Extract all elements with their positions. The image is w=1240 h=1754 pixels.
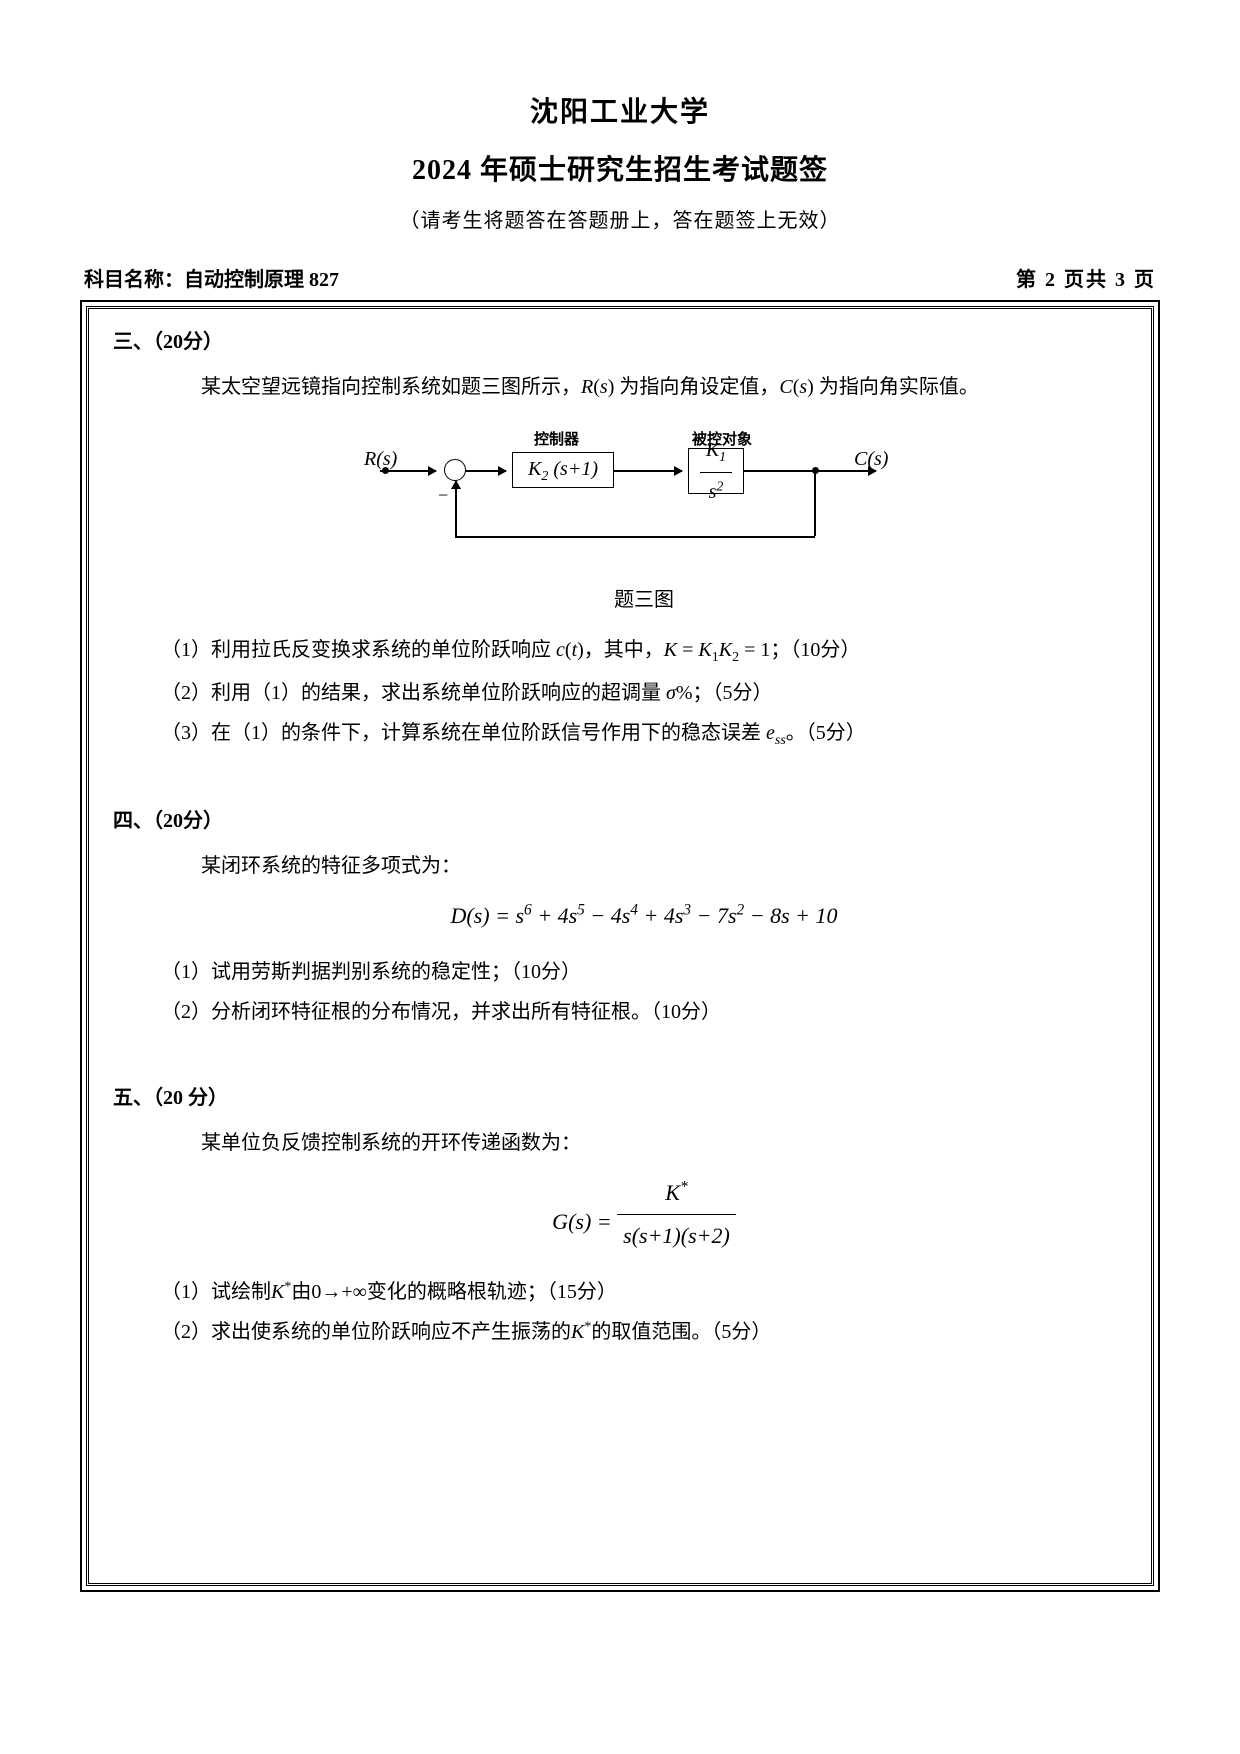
feedback-line-up	[455, 481, 457, 536]
feedback-line-down	[814, 470, 816, 536]
arrow-sum-to-b1	[466, 470, 506, 472]
q3-item-1: （1）利用拉氏反变换求系统的单位阶跃响应 c(t)，其中，K = K1K2 = …	[161, 631, 1127, 672]
q5-body: 某单位负反馈控制系统的开环传递函数为： G(s) = K* s(s+1)(s+2…	[113, 1124, 1127, 1351]
q3-item-3: （3）在（1）的条件下，计算系统在单位阶跃信号作用下的稳态误差 ess。（5分）	[161, 714, 1127, 755]
q4-equation: D(s) = s6 + 4s5 − 4s4 + 4s3 − 7s2 − 8s +…	[161, 895, 1127, 937]
exam-notice: （请考生将题答在答题册上，答在题签上无效）	[80, 204, 1160, 233]
university-name: 沈阳工业大学	[80, 90, 1160, 130]
subject-label: 科目名称：自动控制原理 827	[84, 263, 339, 292]
line-b2-out	[744, 470, 814, 472]
page-number: 第 2 页共 3 页	[1016, 263, 1156, 292]
controller-block: K2 (s+1)	[512, 452, 614, 488]
feedback-line-h	[455, 536, 815, 538]
question-3: 三、（20分） 某太空望远镜指向控制系统如题三图所示，R(s) 为指向角设定值，…	[113, 325, 1127, 754]
q4-body: 某闭环系统的特征多项式为： D(s) = s6 + 4s5 − 4s4 + 4s…	[113, 847, 1127, 1031]
block-diagram: R(s) − 控制器 K2 (s+1)	[364, 424, 924, 554]
q3-figure-caption: 题三图	[161, 581, 1127, 619]
q4-item-2: （2）分析闭环特征根的分布情况，并求出所有特征根。（10分）	[161, 993, 1127, 1031]
q3-intro: 某太空望远镜指向控制系统如题三图所示，R(s) 为指向角设定值，C(s) 为指向…	[161, 368, 1127, 406]
q3-item-2: （2）利用（1）的结果，求出系统单位阶跃响应的超调量 σ%；（5分）	[161, 674, 1127, 712]
q3-title: 三、（20分）	[113, 325, 1127, 354]
label-C: C(s)	[854, 440, 888, 478]
question-4: 四、（20分） 某闭环系统的特征多项式为： D(s) = s6 + 4s5 − …	[113, 804, 1127, 1031]
info-row: 科目名称：自动控制原理 827 第 2 页共 3 页	[80, 263, 1160, 292]
label-R: R(s)	[364, 440, 397, 478]
q5-item-1: （1）试绘制K*由0→+∞变化的概略根轨迹；（15分）	[161, 1273, 1127, 1311]
arrow-b1-to-b2	[614, 470, 682, 472]
q3-body: 某太空望远镜指向控制系统如题三图所示，R(s) 为指向角设定值，C(s) 为指向…	[113, 368, 1127, 754]
question-5: 五、（20 分） 某单位负反馈控制系统的开环传递函数为： G(s) = K* s…	[113, 1081, 1127, 1351]
q4-title: 四、（20分）	[113, 804, 1127, 833]
q4-item-1: （1）试用劳斯判据判别系统的稳定性；（10分）	[161, 953, 1127, 991]
input-node	[382, 467, 389, 474]
q3-diagram-wrap: R(s) − 控制器 K2 (s+1)	[161, 424, 1127, 567]
content-frame: 三、（20分） 某太空望远镜指向控制系统如题三图所示，R(s) 为指向角设定值，…	[86, 306, 1154, 1586]
q5-equation: G(s) = K* s(s+1)(s+2)	[161, 1172, 1127, 1257]
q5-title: 五、（20 分）	[113, 1081, 1127, 1110]
q5-item-2: （2）求出使系统的单位阶跃响应不产生振荡的K*的取值范围。（5分）	[161, 1313, 1127, 1351]
exam-title: 2024 年硕士研究生招生考试题签	[80, 148, 1160, 188]
q4-intro: 某闭环系统的特征多项式为：	[161, 847, 1127, 885]
minus-sign: −	[438, 478, 448, 512]
content-outer-frame: 三、（20分） 某太空望远镜指向控制系统如题三图所示，R(s) 为指向角设定值，…	[80, 300, 1160, 1592]
plant-block: K1 s2	[688, 448, 744, 494]
q5-intro: 某单位负反馈控制系统的开环传递函数为：	[161, 1124, 1127, 1162]
header: 沈阳工业大学 2024 年硕士研究生招生考试题签 （请考生将题答在答题册上，答在…	[80, 90, 1160, 233]
